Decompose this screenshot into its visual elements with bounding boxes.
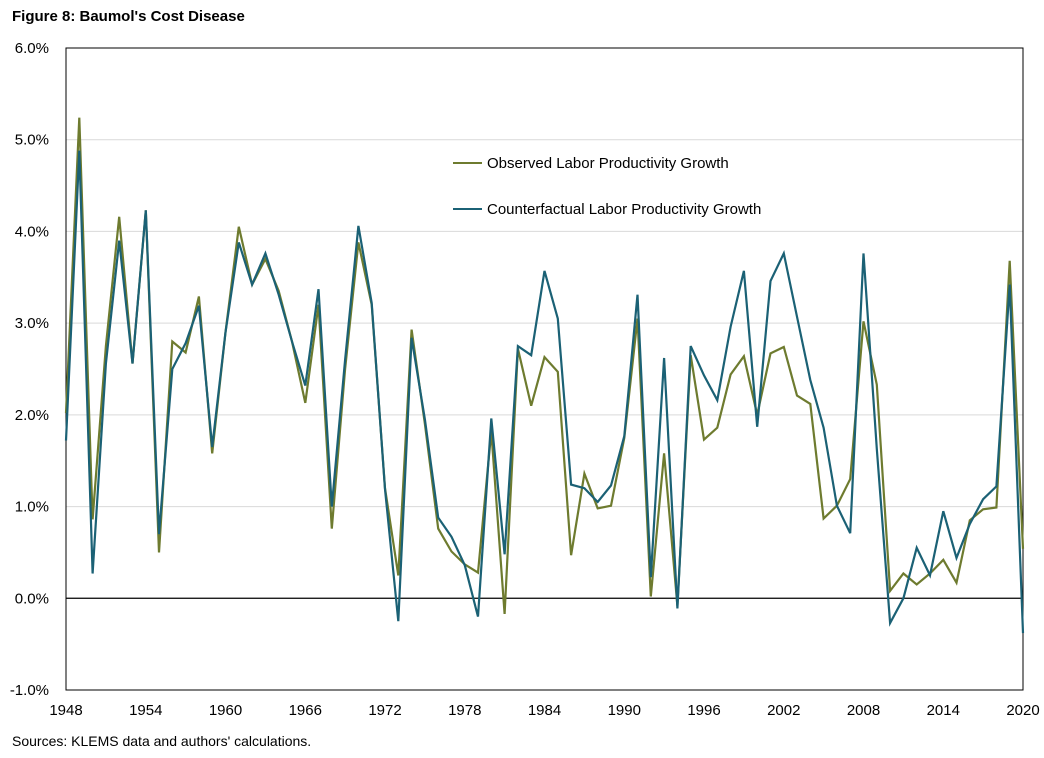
y-tick-label: 4.0% xyxy=(15,223,49,240)
x-tick-label: 2014 xyxy=(927,702,960,719)
y-tick-label: 3.0% xyxy=(15,315,49,332)
y-tick-label: 2.0% xyxy=(15,407,49,424)
x-tick-label: 1990 xyxy=(608,702,641,719)
x-tick-label: 1966 xyxy=(289,702,322,719)
figure-title: Figure 8: Baumol's Cost Disease xyxy=(12,8,245,25)
x-tick-label: 1960 xyxy=(209,702,242,719)
series-line-counterfactual xyxy=(64,150,1025,634)
x-tick-label: 1972 xyxy=(368,702,401,719)
x-tick-label: 2008 xyxy=(847,702,880,719)
x-tick-label: 1984 xyxy=(528,702,561,719)
x-axis-tick-labels: 1948 1954 1960 1966 1972 1978 1984 1990 1996 2002… xyxy=(49,702,1039,719)
legend-label-counterfactual: Counterfactual Labor Productivity Growth xyxy=(487,201,761,218)
legend-label-observed: Observed Labor Productivity Growth xyxy=(487,155,729,172)
axes xyxy=(65,47,1024,691)
series-line-observed xyxy=(64,117,1025,614)
plot-frame xyxy=(65,47,1024,691)
y-tick-label: 0.0% xyxy=(15,590,49,607)
x-tick-label: 1948 xyxy=(49,702,82,719)
gridlines xyxy=(66,139,1023,508)
legend: Observed Labor Productivity Growth Count… xyxy=(453,155,761,218)
y-tick-label: 1.0% xyxy=(15,499,49,516)
y-tick-label: 6.0% xyxy=(15,40,49,57)
y-tick-label: -1.0% xyxy=(10,682,49,699)
y-tick-label: 5.0% xyxy=(15,132,49,149)
y-axis-tick-labels: -1.0% 0.0% 1.0% 2.0% 3.0% 4.0% 5.0% 6.0% xyxy=(10,40,49,699)
series-lines xyxy=(64,117,1025,634)
x-tick-label: 1978 xyxy=(448,702,481,719)
source-note: Sources: KLEMS data and authors' calcula… xyxy=(12,733,312,749)
x-tick-label: 1954 xyxy=(129,702,162,719)
x-tick-label: 2002 xyxy=(767,702,800,719)
x-tick-label: 2020 xyxy=(1006,702,1039,719)
x-tick-label: 1996 xyxy=(687,702,720,719)
